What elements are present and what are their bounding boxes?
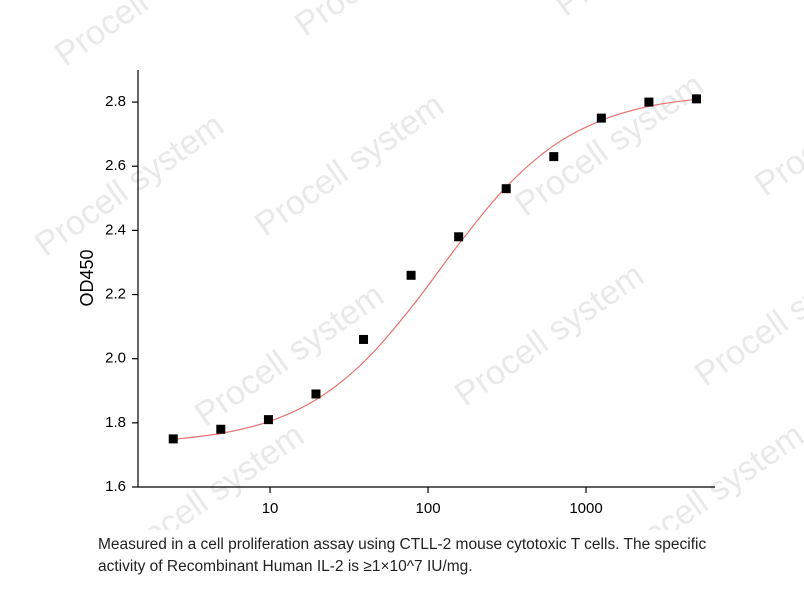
y-tick-label: 2.6 <box>105 157 126 174</box>
watermark: Procell system <box>688 236 804 394</box>
data-point <box>263 415 273 425</box>
watermark: Procell system <box>288 0 491 44</box>
watermark: Procell system <box>548 0 751 24</box>
data-point <box>311 389 321 399</box>
data-point <box>644 97 654 107</box>
x-tick-label: 10 <box>262 500 279 517</box>
y-tick-label: 2.0 <box>105 350 126 367</box>
data-point <box>501 184 511 194</box>
watermark: Procell system <box>188 276 391 434</box>
watermark: Procell system <box>28 106 231 264</box>
data-point <box>549 152 559 162</box>
data-point <box>596 113 606 123</box>
data-point <box>359 334 369 344</box>
y-tick-label: 1.8 <box>105 414 126 431</box>
watermark: Procell system <box>48 0 251 74</box>
caption: Measured in a cell proliferation assay u… <box>98 536 707 575</box>
watermark: Procell system <box>748 46 804 204</box>
y-tick-label: 2.4 <box>105 221 126 238</box>
watermark: Procell system <box>508 66 711 224</box>
chart: Procell system Procell system Procell syst… <box>28 0 804 530</box>
y-tick-label: 1.6 <box>105 478 126 495</box>
watermark: Procell system <box>608 416 804 530</box>
data-point <box>406 270 416 280</box>
watermark: Procell system <box>248 86 451 244</box>
watermark: Procell system <box>448 256 651 414</box>
data-point <box>454 232 464 242</box>
data-point <box>691 94 701 104</box>
y-axis-title: OD450 <box>77 249 97 306</box>
data-point <box>168 434 178 444</box>
x-tick-label: 100 <box>416 500 441 517</box>
y-tick-label: 2.2 <box>105 286 126 303</box>
y-tick-label: 2.8 <box>105 93 126 110</box>
data-point <box>216 424 226 434</box>
x-tick-label: 1000 <box>569 500 602 517</box>
